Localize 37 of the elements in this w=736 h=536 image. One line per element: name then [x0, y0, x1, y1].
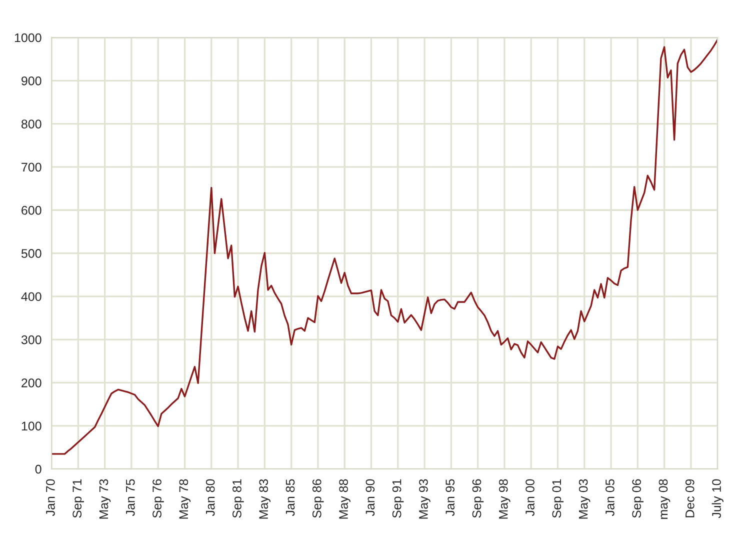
- x-tick-label: may 08: [658, 479, 670, 519]
- y-tick-label: 300: [21, 335, 42, 344]
- y-tick-label: 700: [22, 162, 42, 172]
- x-tick-label: Sep 06: [632, 479, 644, 518]
- y-tick-label: 0: [35, 464, 42, 474]
- x-tick-label: May 03: [578, 479, 590, 519]
- x-tick-label: Jan 00: [526, 479, 534, 516]
- x-tick-label: May 73: [99, 479, 111, 519]
- x-tick-label: Sep 96: [472, 479, 484, 518]
- y-tick-label: 600: [22, 206, 42, 215]
- x-tick-label: May 83: [259, 479, 270, 519]
- y-tick-label: 800: [21, 120, 42, 128]
- x-tick-label: Sep 81: [232, 479, 244, 518]
- x-tick-label: Dec 09: [685, 479, 694, 518]
- x-tick-label: Sep 71: [72, 479, 84, 518]
- y-tick-label: 900: [22, 76, 42, 86]
- x-tick-label: Jan 80: [206, 479, 215, 516]
- y-tick-label: 1000: [14, 33, 42, 42]
- x-tick-label: Jan 95: [446, 479, 455, 516]
- x-tick-label: Jan 90: [366, 479, 375, 516]
- x-tick-label: July 10: [712, 479, 724, 518]
- x-tick-label: Sep 76: [152, 479, 164, 518]
- x-tick-label: Jan 05: [606, 479, 614, 516]
- y-tick-label: 500: [21, 249, 42, 258]
- x-tick-label: May 93: [419, 479, 430, 519]
- y-tick-label: 200: [22, 378, 42, 388]
- x-tick-label: Sep 91: [392, 479, 404, 518]
- x-tick-label: Jan 85: [286, 479, 295, 516]
- x-tick-label: Sep 86: [312, 479, 324, 518]
- y-tick-label: 100: [22, 422, 42, 431]
- x-tick-label: May 78: [179, 479, 191, 519]
- x-tick-label: Sep 01: [552, 479, 564, 518]
- x-tick-label: Jan 75: [126, 479, 135, 516]
- x-tick-label: May 88: [339, 479, 350, 519]
- x-tick-label: Jan 70: [46, 479, 55, 516]
- x-tick-label: May 98: [498, 479, 510, 519]
- y-tick-label: 400: [21, 292, 42, 302]
